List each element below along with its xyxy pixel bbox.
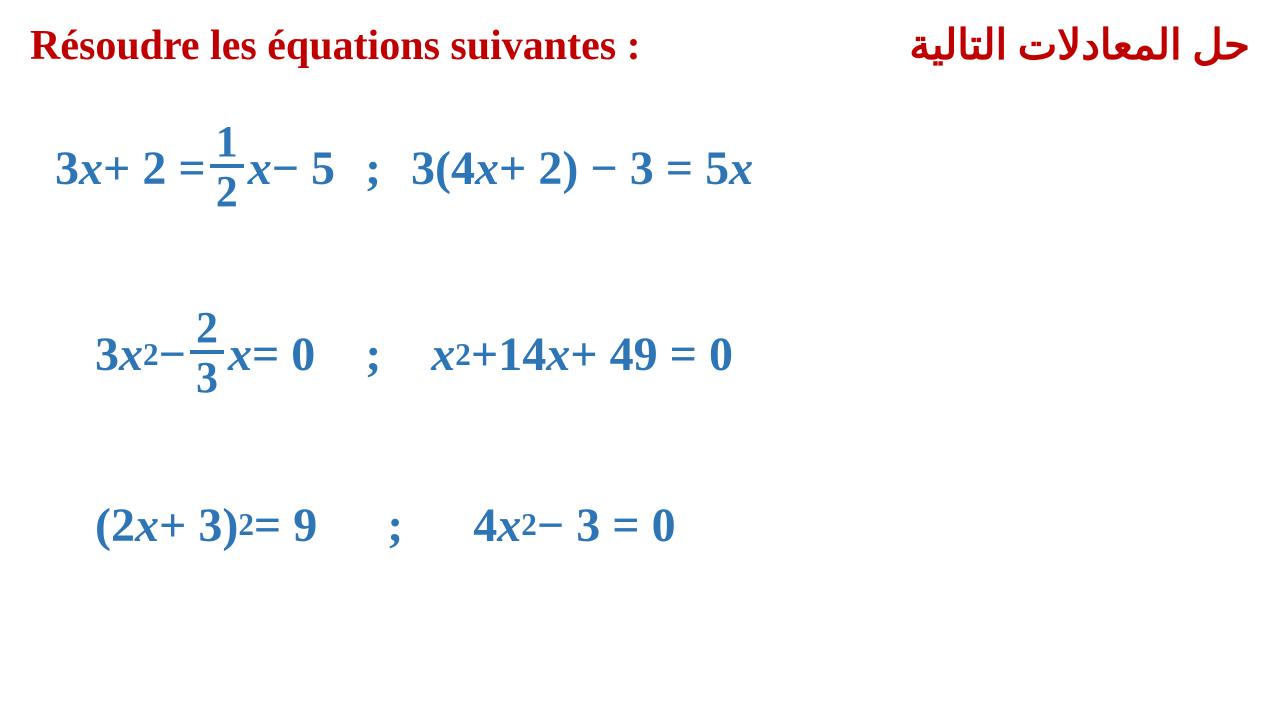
eq5-b: + 3): [159, 498, 238, 553]
frac-num: 1: [210, 120, 244, 168]
eq2-var1: x: [475, 141, 499, 196]
frac-den: 2: [210, 168, 244, 216]
eq1-coef: 3: [55, 141, 79, 196]
equation-3: 3x2 − 2 3 x = 0: [95, 306, 315, 402]
eq5-exp: 2: [238, 507, 254, 543]
eq5-a: (2: [95, 498, 135, 553]
equation-1: 3x + 2 = 1 2 x − 5: [55, 120, 335, 216]
fraction-1-2: 1 2: [210, 120, 244, 216]
eq1-tail: − 5: [272, 141, 335, 196]
eq6-tail: − 3 = 0: [537, 498, 676, 553]
fraction-2-3: 2 3: [190, 306, 224, 402]
eq6-a: 4: [473, 498, 497, 553]
equation-5: (2x + 3)2 = 9: [95, 498, 317, 553]
eq4-exp: 2: [455, 337, 471, 373]
eq6-exp: 2: [521, 507, 537, 543]
separator: ;: [335, 141, 411, 196]
eq5-var1: x: [135, 498, 159, 553]
equation-row-2: 3x2 − 2 3 x = 0 ; x2 +14x + 49 = 0: [95, 306, 1225, 402]
eq3-var2: x: [228, 327, 252, 382]
eq3-var1: x: [119, 327, 143, 382]
frac-den: 3: [190, 354, 224, 402]
eq3-a: 3: [95, 327, 119, 382]
eq5-tail: = 9: [254, 498, 317, 553]
eq3-b: −: [159, 327, 186, 382]
eq1-mid: + 2 =: [103, 141, 206, 196]
eq3-exp: 2: [143, 337, 159, 373]
eq2-a: 3(4: [411, 141, 475, 196]
equation-4: x2 +14x + 49 = 0: [431, 327, 733, 382]
frac-num: 2: [190, 306, 224, 354]
equation-row-1: 3x + 2 = 1 2 x − 5 ; 3(4x + 2) − 3 = 5x: [55, 120, 1225, 216]
equation-2: 3(4x + 2) − 3 = 5x: [411, 141, 753, 196]
eq6-var1: x: [497, 498, 521, 553]
eq4-var1: x: [431, 327, 455, 382]
eq3-tail: = 0: [252, 327, 315, 382]
equation-row-3: (2x + 3)2 = 9 ; 4x2 − 3 = 0: [95, 498, 1225, 553]
eq2-b: + 2) − 3 = 5: [499, 141, 729, 196]
eq1-var2: x: [248, 141, 272, 196]
eq1-var1: x: [79, 141, 103, 196]
eq4-var2: x: [546, 327, 570, 382]
header: Résoudre les équations suivantes : حل ال…: [30, 20, 1250, 70]
title-french: Résoudre les équations suivantes :: [30, 22, 641, 70]
separator: ;: [317, 498, 473, 553]
equation-6: 4x2 − 3 = 0: [473, 498, 675, 553]
title-arabic: حل المعادلات التالية: [909, 20, 1250, 70]
separator: ;: [315, 327, 431, 382]
equations-container: 3x + 2 = 1 2 x − 5 ; 3(4x + 2) − 3 = 5x …: [55, 100, 1225, 553]
eq2-var2: x: [729, 141, 753, 196]
eq4-mid: +14: [471, 327, 546, 382]
eq4-tail: + 49 = 0: [570, 327, 733, 382]
